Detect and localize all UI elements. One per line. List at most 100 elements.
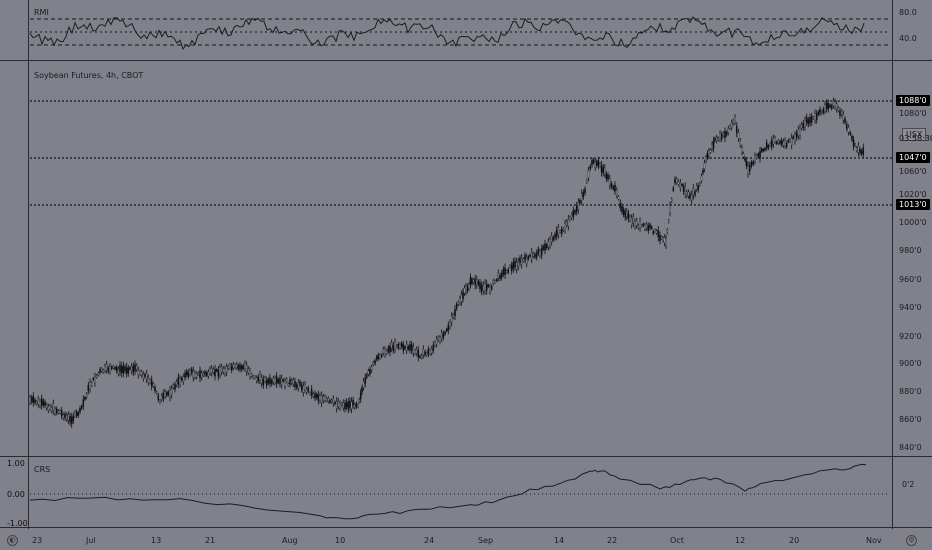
candle-body bbox=[312, 393, 315, 397]
candle-body bbox=[497, 272, 500, 279]
candle-body bbox=[797, 129, 800, 137]
candle-body bbox=[572, 210, 575, 217]
candle-body bbox=[304, 384, 306, 390]
rmi-pane[interactable]: RMI 80.0 40.0 bbox=[0, 0, 932, 61]
symbol-title: Soybean Futures, 4h, CBOT bbox=[34, 71, 144, 80]
candle-body bbox=[215, 369, 218, 372]
horizontal-levels bbox=[30, 100, 892, 206]
crs-tick-minus1: -1.00 bbox=[7, 519, 28, 528]
candle-body bbox=[47, 406, 50, 411]
candle-body bbox=[524, 255, 526, 261]
candle-body bbox=[550, 235, 553, 243]
candle-body bbox=[122, 365, 125, 374]
candle-body bbox=[409, 344, 411, 351]
candle-body bbox=[860, 150, 863, 155]
settings-icon[interactable]: ⚙ bbox=[906, 535, 917, 546]
candle-body bbox=[52, 403, 55, 411]
candle-body bbox=[239, 364, 241, 370]
candle-body bbox=[234, 364, 236, 368]
candle-body bbox=[54, 408, 56, 414]
candle-body bbox=[29, 397, 31, 403]
crs-pane[interactable]: CRS 1.00 0.00 -1.00 0'2 bbox=[0, 458, 932, 528]
candle-body bbox=[692, 188, 695, 196]
candle-body bbox=[737, 132, 740, 139]
candle-body bbox=[184, 372, 186, 378]
candle-body bbox=[460, 294, 463, 302]
candle-body bbox=[264, 377, 266, 382]
candle-body bbox=[482, 284, 485, 291]
candle-body bbox=[509, 265, 511, 268]
candle-body bbox=[845, 123, 848, 129]
candle-body bbox=[159, 400, 161, 403]
candle-body bbox=[682, 186, 685, 192]
candle-body bbox=[355, 403, 358, 408]
candle-body bbox=[805, 116, 808, 123]
candle-body bbox=[439, 337, 441, 343]
candle-body bbox=[462, 292, 464, 299]
candle-body bbox=[434, 342, 436, 346]
candle-body bbox=[169, 389, 171, 398]
candle-body bbox=[827, 103, 830, 110]
candle-body bbox=[452, 314, 455, 318]
candle-body bbox=[352, 399, 354, 406]
candle-body bbox=[134, 364, 136, 372]
candle-body bbox=[319, 395, 321, 401]
candle-body bbox=[705, 156, 707, 161]
globe-icon[interactable]: ◐ bbox=[7, 535, 18, 546]
candle-body bbox=[832, 100, 835, 107]
candle-body bbox=[77, 412, 80, 417]
candle-body bbox=[544, 243, 546, 251]
candle-body bbox=[227, 366, 230, 369]
candle-body bbox=[584, 188, 586, 194]
candle-body bbox=[652, 231, 655, 234]
candle-body bbox=[532, 253, 535, 257]
candle-body bbox=[182, 376, 185, 382]
candle-body bbox=[117, 368, 120, 374]
candle-body bbox=[748, 165, 751, 172]
candle-body bbox=[107, 367, 110, 372]
candle-body bbox=[150, 379, 153, 387]
candle-body bbox=[468, 284, 470, 289]
candle-body bbox=[712, 140, 715, 149]
candle-body bbox=[119, 365, 121, 373]
candle-body bbox=[809, 117, 811, 124]
currency-button[interactable]: USX bbox=[902, 128, 927, 141]
price-tick-840: 840'0 bbox=[899, 443, 922, 452]
candle-body bbox=[662, 237, 664, 241]
candle-body bbox=[294, 381, 296, 388]
candle-body bbox=[555, 230, 558, 237]
candle-body bbox=[560, 228, 563, 235]
candle-body bbox=[212, 368, 215, 373]
main-price-pane[interactable]: Soybean Futures, 4h, CBOT USX bbox=[0, 62, 932, 457]
candle-body bbox=[219, 367, 221, 375]
time-label-22: 22 bbox=[607, 536, 618, 545]
candle-body bbox=[415, 348, 418, 354]
candle-body bbox=[160, 395, 163, 400]
candle-body bbox=[237, 365, 240, 370]
candle-body bbox=[230, 365, 233, 371]
price-tick-1000: 1000'0 bbox=[899, 218, 927, 227]
candle-body bbox=[677, 181, 680, 185]
candle-body bbox=[857, 145, 860, 153]
candle-body bbox=[245, 365, 248, 373]
candle-body bbox=[592, 159, 595, 163]
candle-body bbox=[492, 280, 495, 284]
candle-body bbox=[624, 211, 626, 218]
candle-body bbox=[591, 160, 593, 166]
candle-body bbox=[703, 162, 706, 169]
candle-body bbox=[59, 410, 61, 414]
candle-body bbox=[155, 391, 158, 394]
candle-body bbox=[327, 398, 330, 402]
candle-body bbox=[420, 354, 423, 358]
candle-body bbox=[597, 160, 600, 167]
candle-body bbox=[637, 225, 640, 229]
candle-body bbox=[274, 377, 276, 383]
candle-body bbox=[669, 205, 671, 213]
candle-body bbox=[630, 218, 633, 225]
candle-body bbox=[520, 257, 523, 265]
candle-body bbox=[210, 367, 213, 374]
candle-body bbox=[714, 137, 716, 141]
crs-line bbox=[29, 463, 867, 520]
candle-body bbox=[87, 385, 90, 392]
